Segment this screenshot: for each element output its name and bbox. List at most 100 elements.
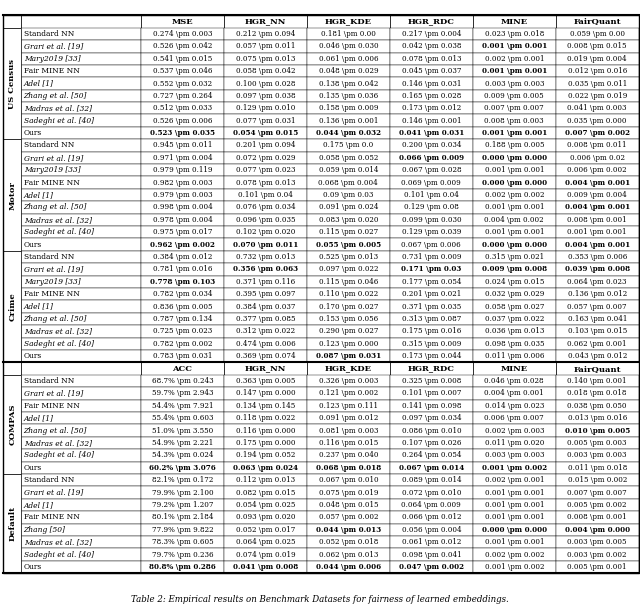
- Bar: [556, 214, 639, 226]
- Text: Standard NN: Standard NN: [24, 377, 74, 385]
- Bar: [473, 362, 556, 375]
- Bar: [21, 276, 141, 288]
- Bar: [556, 28, 639, 40]
- Text: 0.129 \pm 0.010: 0.129 \pm 0.010: [236, 104, 295, 112]
- Text: 0.009 \pm 0.008: 0.009 \pm 0.008: [482, 265, 547, 273]
- Bar: [473, 288, 556, 300]
- Bar: [390, 313, 473, 326]
- Text: 60.2% \pm 3.076: 60.2% \pm 3.076: [149, 464, 216, 472]
- Bar: [141, 375, 224, 387]
- Text: 0.059 \pm 0.014: 0.059 \pm 0.014: [319, 166, 378, 174]
- Bar: [473, 15, 556, 28]
- Bar: [224, 474, 307, 486]
- Bar: [556, 65, 639, 77]
- Text: 0.010 \pm 0.005: 0.010 \pm 0.005: [564, 427, 630, 435]
- Text: 0.057 \pm 0.007: 0.057 \pm 0.007: [568, 303, 627, 311]
- Text: 0.100 \pm 0.028: 0.100 \pm 0.028: [236, 80, 295, 88]
- Text: 0.129 \pm 0.08: 0.129 \pm 0.08: [404, 204, 459, 211]
- Bar: [556, 127, 639, 139]
- Text: 54.4% \pm 7.921: 54.4% \pm 7.921: [152, 402, 213, 410]
- Bar: [556, 387, 639, 400]
- Text: 0.005 \pm 0.001: 0.005 \pm 0.001: [568, 563, 627, 571]
- Bar: [390, 362, 473, 375]
- Bar: [21, 400, 141, 412]
- Bar: [21, 288, 141, 300]
- Text: 0.116 \pm 0.015: 0.116 \pm 0.015: [319, 439, 378, 447]
- Bar: [473, 238, 556, 251]
- Text: 0.136 \pm 0.001: 0.136 \pm 0.001: [319, 116, 378, 124]
- Text: Madras et al. [32]: Madras et al. [32]: [24, 439, 92, 447]
- Text: Adel [1]: Adel [1]: [24, 80, 54, 88]
- Bar: [21, 561, 141, 573]
- Text: 0.188 \pm 0.005: 0.188 \pm 0.005: [484, 142, 544, 150]
- Bar: [390, 115, 473, 127]
- Bar: [390, 53, 473, 65]
- Text: 0.063 \pm 0.024: 0.063 \pm 0.024: [233, 464, 298, 472]
- Text: 0.315 \pm 0.021: 0.315 \pm 0.021: [484, 253, 544, 261]
- Text: 0.371 \pm 0.116: 0.371 \pm 0.116: [236, 278, 295, 286]
- Text: 0.097 \pm 0.022: 0.097 \pm 0.022: [319, 265, 378, 273]
- Bar: [141, 387, 224, 400]
- Text: 0.264 \pm 0.054: 0.264 \pm 0.054: [401, 451, 461, 459]
- Text: Sadeghi et al. [40]: Sadeghi et al. [40]: [24, 228, 93, 236]
- Text: 0.212 \pm 0.094: 0.212 \pm 0.094: [236, 30, 295, 38]
- Bar: [307, 561, 390, 573]
- Text: 0.101 \pm 0.04: 0.101 \pm 0.04: [238, 191, 293, 199]
- Bar: [141, 40, 224, 53]
- Text: 0.727 \pm 0.264: 0.727 \pm 0.264: [153, 92, 212, 100]
- Text: Zhang et al. [50]: Zhang et al. [50]: [24, 427, 87, 435]
- Bar: [556, 226, 639, 238]
- Text: 0.054 \pm 0.015: 0.054 \pm 0.015: [233, 129, 298, 137]
- Bar: [224, 449, 307, 462]
- Bar: [307, 127, 390, 139]
- Bar: [21, 486, 141, 499]
- Text: 0.064 \pm 0.025: 0.064 \pm 0.025: [236, 538, 295, 546]
- Bar: [473, 536, 556, 549]
- Bar: [556, 449, 639, 462]
- Bar: [141, 28, 224, 40]
- Bar: [390, 139, 473, 151]
- Text: 0.018 \pm 0.018: 0.018 \pm 0.018: [568, 389, 627, 397]
- Bar: [473, 89, 556, 102]
- Text: 0.121 \pm 0.002: 0.121 \pm 0.002: [319, 389, 378, 397]
- Bar: [556, 362, 639, 375]
- Text: 0.008 \pm 0.003: 0.008 \pm 0.003: [484, 116, 544, 124]
- Bar: [224, 524, 307, 536]
- Bar: [390, 511, 473, 524]
- Text: Sadeghi et al. [40]: Sadeghi et al. [40]: [24, 116, 93, 124]
- Text: 0.110 \pm 0.022: 0.110 \pm 0.022: [319, 290, 378, 299]
- Text: 0.093 \pm 0.020: 0.093 \pm 0.020: [236, 513, 295, 522]
- Bar: [141, 400, 224, 412]
- Text: Sadeghi et al. [40]: Sadeghi et al. [40]: [24, 340, 93, 348]
- Text: 0.001 \pm 0.001: 0.001 \pm 0.001: [484, 228, 544, 236]
- Bar: [473, 338, 556, 350]
- Bar: [21, 77, 141, 89]
- Text: Zhang et al. [50]: Zhang et al. [50]: [24, 92, 87, 100]
- Text: 0.048 \pm 0.029: 0.048 \pm 0.029: [319, 67, 378, 75]
- Bar: [141, 511, 224, 524]
- Text: 0.062 \pm 0.001: 0.062 \pm 0.001: [568, 340, 627, 348]
- Bar: [390, 338, 473, 350]
- Bar: [390, 486, 473, 499]
- Bar: [21, 362, 141, 375]
- Text: 54.3% \pm 0.024: 54.3% \pm 0.024: [152, 451, 213, 459]
- Bar: [141, 338, 224, 350]
- Bar: [3, 251, 21, 362]
- Bar: [21, 313, 141, 326]
- Bar: [21, 15, 141, 28]
- Bar: [556, 350, 639, 362]
- Text: 0.002 \pm 0.002: 0.002 \pm 0.002: [484, 191, 544, 199]
- Bar: [307, 437, 390, 449]
- Bar: [390, 251, 473, 263]
- Bar: [141, 177, 224, 189]
- Bar: [556, 300, 639, 313]
- Text: Standard NN: Standard NN: [24, 476, 74, 484]
- Text: Fair MINE NN: Fair MINE NN: [24, 67, 79, 75]
- Text: 0.009 \pm 0.005: 0.009 \pm 0.005: [484, 92, 544, 100]
- Bar: [307, 375, 390, 387]
- Bar: [224, 350, 307, 362]
- Bar: [473, 313, 556, 326]
- Bar: [556, 189, 639, 201]
- Text: 54.9% \pm 2.221: 54.9% \pm 2.221: [152, 439, 213, 447]
- Bar: [390, 536, 473, 549]
